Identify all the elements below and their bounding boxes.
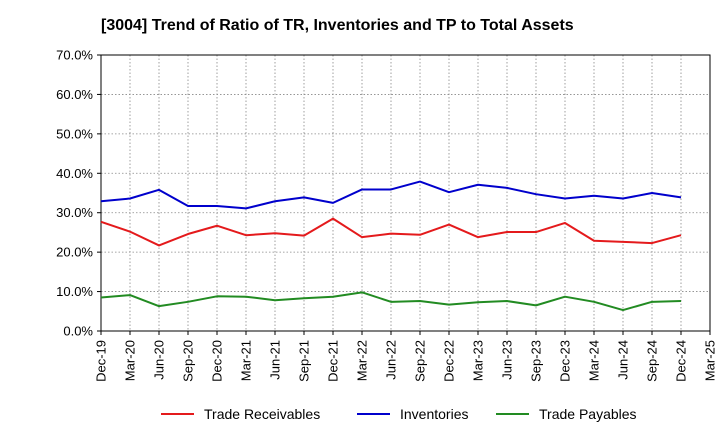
- y-tick-label: 30.0%: [56, 205, 93, 220]
- y-tick-label: 60.0%: [56, 87, 93, 102]
- x-tick-label: Mar-22: [355, 340, 370, 381]
- x-tick-label: Dec-20: [210, 340, 225, 382]
- legend: Trade Receivables Inventories Trade Payabl…: [161, 406, 637, 422]
- x-tick-label: Dec-21: [326, 340, 341, 382]
- chart-title: [3004] Trend of Ratio of TR, Inventories…: [101, 17, 574, 34]
- series-lines: [100, 180, 682, 312]
- x-tick-label: Sep-23: [529, 340, 544, 382]
- x-tick-label: Dec-23: [558, 340, 573, 382]
- x-tick-label: Sep-22: [413, 340, 428, 382]
- y-tick-label: 40.0%: [56, 166, 93, 181]
- x-tick-label: Jun-24: [616, 340, 631, 380]
- x-tick-label: Sep-20: [181, 340, 196, 382]
- x-tick-label: Mar-23: [471, 340, 486, 381]
- x-tick-label: Mar-24: [587, 340, 602, 381]
- y-tick-label: 10.0%: [56, 284, 93, 299]
- x-tick-label: Jun-22: [384, 340, 399, 380]
- legend-label-inventories: Inventories: [400, 406, 468, 422]
- legend-label-trade-receivables: Trade Receivables: [204, 406, 320, 422]
- x-tick-label: Mar-25: [703, 340, 718, 381]
- x-tick-label: Dec-22: [442, 340, 457, 382]
- x-tick-label: Mar-20: [123, 340, 138, 381]
- x-tick-label: Mar-21: [239, 340, 254, 381]
- x-tick-label: Dec-19: [94, 340, 109, 382]
- plot-area: [100, 54, 711, 332]
- x-tick-label: Jun-20: [152, 340, 167, 380]
- x-tick-label: Sep-21: [297, 340, 312, 382]
- x-tick-label: Sep-24: [645, 340, 660, 382]
- y-tick-label: 70.0%: [56, 48, 93, 63]
- x-tick-label: Dec-24: [674, 340, 689, 382]
- legend-label-trade-payables: Trade Payables: [539, 406, 637, 422]
- x-axis-ticks: Dec-19 Mar-20 Jun-20 Sep-20 Dec-20 Mar-21 Jun-…: [94, 331, 718, 382]
- series-line-inventories: [100, 180, 682, 210]
- y-axis-ticks: 0.0% 10.0% 20.0% 30.0% 40.0% 50.0% 60.0% 70.0%: [56, 48, 101, 339]
- series-line-trade-receivables: [100, 217, 682, 247]
- series-line-trade-payables: [100, 291, 682, 312]
- y-tick-label: 50.0%: [56, 126, 93, 141]
- x-tick-label: Jun-23: [500, 340, 515, 380]
- gridlines: [101, 54, 710, 331]
- y-tick-label: 0.0%: [63, 324, 93, 339]
- x-tick-label: Jun-21: [268, 340, 283, 380]
- y-tick-label: 20.0%: [56, 245, 93, 260]
